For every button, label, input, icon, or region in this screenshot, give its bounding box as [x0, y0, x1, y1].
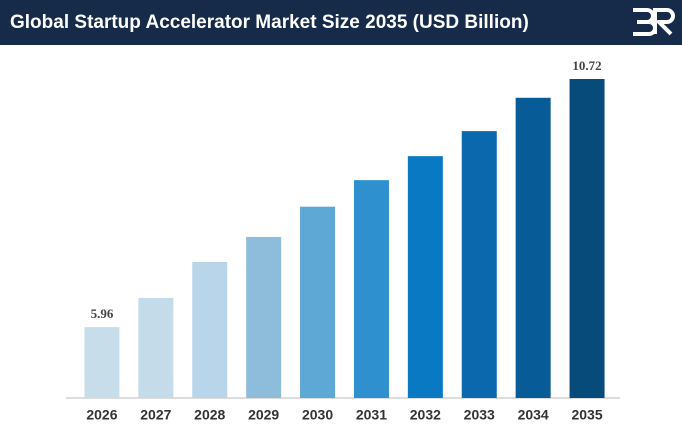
x-tick-label: 2027: [140, 407, 171, 423]
bar: [407, 156, 443, 398]
data-label: 5.96: [91, 306, 114, 321]
bar: [84, 327, 120, 398]
x-tick-label: 2029: [248, 407, 279, 423]
x-tick-label: 2028: [194, 407, 225, 423]
bar: [138, 297, 174, 398]
bar: [515, 97, 551, 399]
bar: [246, 236, 282, 398]
bar: [569, 79, 605, 398]
x-tick-label: 2032: [410, 407, 441, 423]
header-bar: [0, 0, 682, 45]
x-tick-label: 2035: [571, 407, 602, 423]
x-tick-label: 2030: [302, 407, 333, 423]
x-tick-label: 2031: [356, 407, 387, 423]
x-tick-label: 2033: [464, 407, 495, 423]
bar: [461, 131, 497, 398]
logo: [633, 8, 675, 36]
chart-title: Global Startup Accelerator Market Size 2…: [10, 12, 529, 33]
data-label: 10.72: [572, 58, 601, 73]
x-tick-label: 2026: [86, 407, 117, 423]
x-tick-label: 2034: [518, 407, 549, 423]
bar: [192, 261, 228, 398]
bar: [353, 180, 389, 398]
bar: [300, 206, 336, 398]
